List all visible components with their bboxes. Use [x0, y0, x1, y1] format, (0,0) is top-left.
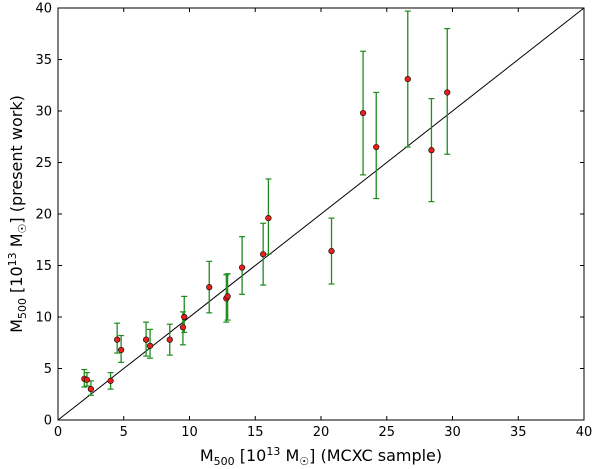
x-tick-label: 35: [510, 425, 527, 440]
data-point: [166, 336, 173, 343]
data-point: [87, 386, 94, 393]
data-point: [359, 109, 367, 117]
y-tick-label: 20: [35, 208, 52, 223]
data-point: [114, 336, 121, 343]
data-point: [328, 247, 335, 255]
data-point: [179, 324, 187, 331]
y-tick-label: 10: [35, 311, 52, 326]
reference-line-group: [57, 7, 585, 421]
y-tick-label: 15: [35, 259, 52, 274]
x-axis-label: M500 [1013 M☉] (MCXC sample): [200, 445, 442, 468]
data-point: [224, 293, 231, 300]
data-point: [373, 143, 380, 151]
y-tick-label: 5: [44, 362, 52, 377]
ticks: 0 5 10 15 20 25 30 35 40 0 5 10 15 20 25 30 35 40: [35, 2, 592, 441]
y-tick-label: 0: [44, 414, 52, 429]
data-point: [118, 346, 125, 354]
x-tick-label: 15: [247, 425, 264, 440]
y-tick-label: 35: [35, 53, 52, 68]
x-tick-label: 0: [54, 425, 62, 440]
y-tick-label: 30: [35, 105, 52, 120]
y-axis-label: M500 [1013 M☉] (present work): [6, 95, 29, 333]
error-bars: [81, 10, 451, 396]
data-point: [444, 89, 451, 96]
data-point: [143, 336, 150, 343]
x-tick-label: 25: [378, 425, 395, 440]
data-point: [206, 284, 213, 291]
data-point: [260, 251, 267, 258]
data-point: [146, 342, 154, 349]
y-tick-label: 25: [35, 156, 52, 171]
y-tick-label: 40: [35, 2, 52, 17]
x-tick-label: 30: [444, 425, 461, 440]
data-point: [428, 147, 435, 154]
data-point: [83, 376, 91, 383]
data-point: [107, 377, 114, 384]
data-point: [181, 313, 188, 321]
x-tick-label: 40: [576, 425, 593, 440]
data-point: [239, 264, 246, 271]
x-tick-label: 10: [181, 425, 198, 440]
data-point: [265, 215, 272, 222]
data-point: [404, 75, 411, 83]
x-tick-label: 5: [120, 425, 128, 440]
one-to-one-line: [57, 7, 585, 421]
data-points: [81, 75, 451, 393]
x-tick-label: 20: [313, 425, 330, 440]
